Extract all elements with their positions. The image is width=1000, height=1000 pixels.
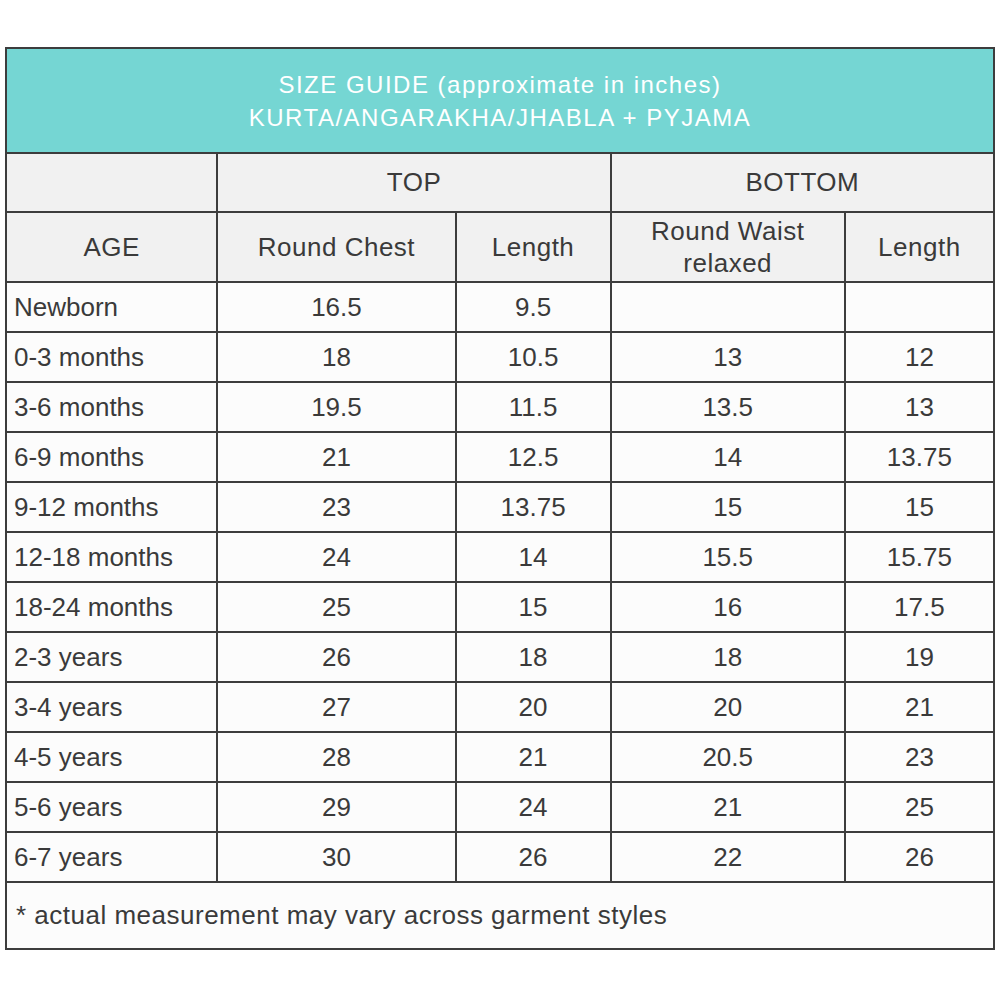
top-length-cell: 21 (456, 732, 611, 782)
column-header-bottom-length: Length (845, 212, 994, 282)
column-header-round-chest: Round Chest (217, 212, 455, 282)
bottom-length-cell: 19 (845, 632, 994, 682)
round-waist-cell: 15 (611, 482, 845, 532)
table-row: 0-3 months 18 10.5 13 12 (6, 332, 994, 382)
round-chest-cell: 16.5 (217, 282, 455, 332)
round-waist-cell: 16 (611, 582, 845, 632)
round-chest-cell: 29 (217, 782, 455, 832)
top-length-cell: 9.5 (456, 282, 611, 332)
bottom-length-cell: 15.75 (845, 532, 994, 582)
table-row: 12-18 months 24 14 15.5 15.75 (6, 532, 994, 582)
age-cell: 18-24 months (6, 582, 217, 632)
column-header-row: AGE Round Chest Length Round Waist relax… (6, 212, 994, 282)
table-row: 9-12 months 23 13.75 15 15 (6, 482, 994, 532)
group-header-row: TOP BOTTOM (6, 153, 994, 212)
table-row: 3-6 months 19.5 11.5 13.5 13 (6, 382, 994, 432)
round-chest-cell: 18 (217, 332, 455, 382)
table-row: 6-7 years 30 26 22 26 (6, 832, 994, 882)
bottom-length-cell: 17.5 (845, 582, 994, 632)
age-cell: 12-18 months (6, 532, 217, 582)
column-header-round-waist: Round Waist relaxed (611, 212, 845, 282)
age-cell: Newborn (6, 282, 217, 332)
table-row: 4-5 years 28 21 20.5 23 (6, 732, 994, 782)
top-length-cell: 20 (456, 682, 611, 732)
age-cell: 9-12 months (6, 482, 217, 532)
table-row: 6-9 months 21 12.5 14 13.75 (6, 432, 994, 482)
round-waist-cell: 18 (611, 632, 845, 682)
round-chest-cell: 25 (217, 582, 455, 632)
top-length-cell: 12.5 (456, 432, 611, 482)
round-chest-cell: 19.5 (217, 382, 455, 432)
round-waist-cell (611, 282, 845, 332)
table-row: 5-6 years 29 24 21 25 (6, 782, 994, 832)
footnote-row: * actual measurement may vary across gar… (6, 882, 994, 949)
round-waist-cell: 13.5 (611, 382, 845, 432)
group-header-top: TOP (217, 153, 610, 212)
top-length-cell: 18 (456, 632, 611, 682)
table-row: 18-24 months 25 15 16 17.5 (6, 582, 994, 632)
top-length-cell: 14 (456, 532, 611, 582)
round-waist-cell: 14 (611, 432, 845, 482)
top-length-cell: 24 (456, 782, 611, 832)
round-waist-cell: 22 (611, 832, 845, 882)
bottom-length-cell: 12 (845, 332, 994, 382)
group-header-bottom: BOTTOM (611, 153, 994, 212)
table-row: Newborn 16.5 9.5 (6, 282, 994, 332)
size-guide-card: SIZE GUIDE (approximate in inches) KURTA… (5, 47, 995, 950)
age-cell: 3-6 months (6, 382, 217, 432)
round-chest-cell: 28 (217, 732, 455, 782)
age-cell: 2-3 years (6, 632, 217, 682)
table-row: 2-3 years 26 18 18 19 (6, 632, 994, 682)
top-length-cell: 26 (456, 832, 611, 882)
corner-cell-empty (6, 153, 217, 212)
age-cell: 3-4 years (6, 682, 217, 732)
bottom-length-cell: 13.75 (845, 432, 994, 482)
age-cell: 4-5 years (6, 732, 217, 782)
size-guide-title-line2: KURTA/ANGARAKHA/JHABLA + PYJAMA (249, 101, 751, 134)
round-waist-cell: 20 (611, 682, 845, 732)
round-waist-cell: 20.5 (611, 732, 845, 782)
bottom-length-cell (845, 282, 994, 332)
round-chest-cell: 27 (217, 682, 455, 732)
round-chest-cell: 26 (217, 632, 455, 682)
bottom-length-cell: 21 (845, 682, 994, 732)
bottom-length-cell: 25 (845, 782, 994, 832)
age-cell: 5-6 years (6, 782, 217, 832)
round-chest-cell: 21 (217, 432, 455, 482)
footnote-text: * actual measurement may vary across gar… (6, 882, 994, 949)
bottom-length-cell: 15 (845, 482, 994, 532)
age-cell: 6-7 years (6, 832, 217, 882)
age-cell: 0-3 months (6, 332, 217, 382)
bottom-length-cell: 13 (845, 382, 994, 432)
round-chest-cell: 23 (217, 482, 455, 532)
round-chest-cell: 24 (217, 532, 455, 582)
top-length-cell: 13.75 (456, 482, 611, 532)
top-length-cell: 15 (456, 582, 611, 632)
round-waist-cell: 15.5 (611, 532, 845, 582)
round-chest-cell: 30 (217, 832, 455, 882)
top-length-cell: 11.5 (456, 382, 611, 432)
bottom-length-cell: 23 (845, 732, 994, 782)
table-row: 3-4 years 27 20 20 21 (6, 682, 994, 732)
round-waist-cell: 21 (611, 782, 845, 832)
size-guide-title-line1: SIZE GUIDE (approximate in inches) (278, 68, 721, 101)
title-band: SIZE GUIDE (approximate in inches) KURTA… (5, 47, 995, 152)
size-guide-table: TOP BOTTOM AGE Round Chest Length Round … (5, 152, 995, 950)
column-header-age: AGE (6, 212, 217, 282)
round-waist-cell: 13 (611, 332, 845, 382)
age-cell: 6-9 months (6, 432, 217, 482)
bottom-length-cell: 26 (845, 832, 994, 882)
column-header-top-length: Length (456, 212, 611, 282)
top-length-cell: 10.5 (456, 332, 611, 382)
